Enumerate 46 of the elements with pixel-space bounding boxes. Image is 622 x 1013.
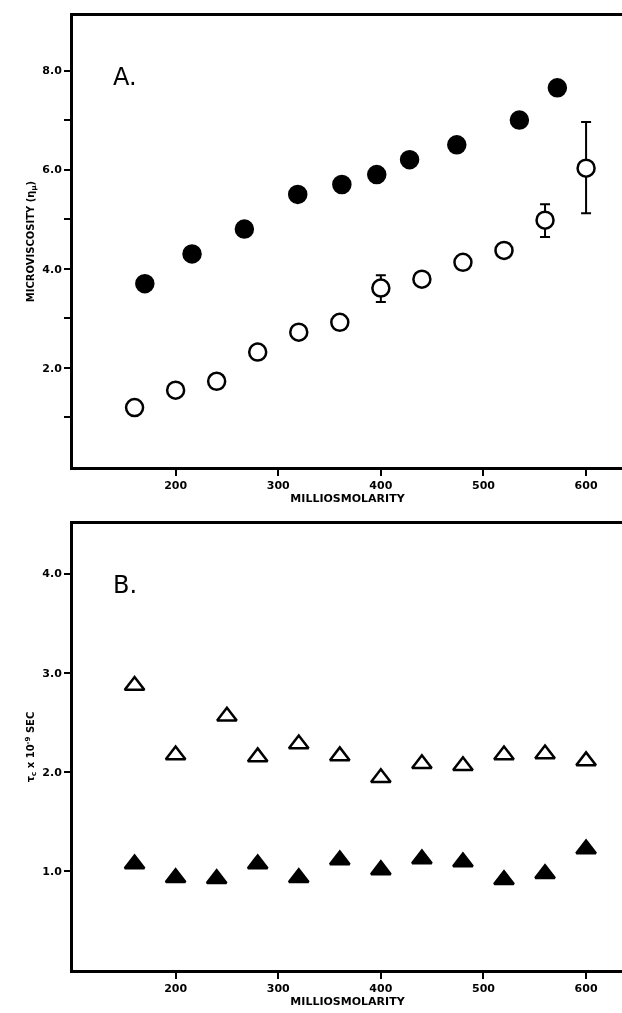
point: [399, 149, 420, 170]
point: [135, 273, 155, 294]
text: B.: [113, 571, 138, 599]
point: [289, 322, 309, 342]
point: [535, 210, 555, 230]
point: [447, 135, 467, 155]
y-tick-label: 2.0: [42, 765, 63, 779]
point: [234, 219, 255, 239]
y-tick-label: 6.0: [42, 163, 63, 177]
x-axis-title: MILLIOSMOLARITY: [290, 492, 406, 506]
point: [182, 244, 202, 264]
point: [123, 675, 146, 692]
point: [369, 767, 392, 784]
point: [412, 269, 432, 289]
point: [124, 397, 145, 418]
point: [453, 252, 473, 273]
point: [371, 278, 391, 298]
y-tick-label: 4.0: [42, 262, 63, 276]
x-axis-title: MILLIOSMOLARITY: [290, 995, 406, 1009]
point: [367, 164, 387, 185]
y-tick-label: 3.0: [42, 666, 63, 680]
y-tick-label: 1.0: [42, 864, 63, 878]
y-tick-label: 8.0: [42, 64, 63, 78]
point: [547, 78, 568, 98]
x-tick-label: 600: [574, 982, 598, 996]
point: [494, 240, 514, 261]
point: [247, 342, 268, 362]
text: A.: [113, 63, 137, 91]
point: [165, 380, 186, 400]
x-tick-label: 600: [574, 479, 598, 493]
y-tick-label: 4.0: [42, 567, 63, 581]
x-tick-label: 200: [164, 479, 188, 493]
point: [330, 312, 350, 333]
point: [509, 110, 530, 130]
point: [287, 184, 308, 205]
point: [332, 174, 352, 195]
x-tick-label: 300: [266, 982, 291, 996]
point: [206, 371, 227, 391]
x-tick-label: 400: [369, 479, 393, 493]
x-tick-label: 200: [164, 982, 188, 996]
x-tick-label: 400: [369, 982, 393, 996]
y-tick-label: 2.0: [42, 361, 63, 375]
x-tick-label: 300: [266, 479, 291, 493]
point: [576, 158, 596, 178]
x-tick-label: 500: [471, 982, 496, 996]
x-tick-label: 500: [471, 479, 496, 493]
